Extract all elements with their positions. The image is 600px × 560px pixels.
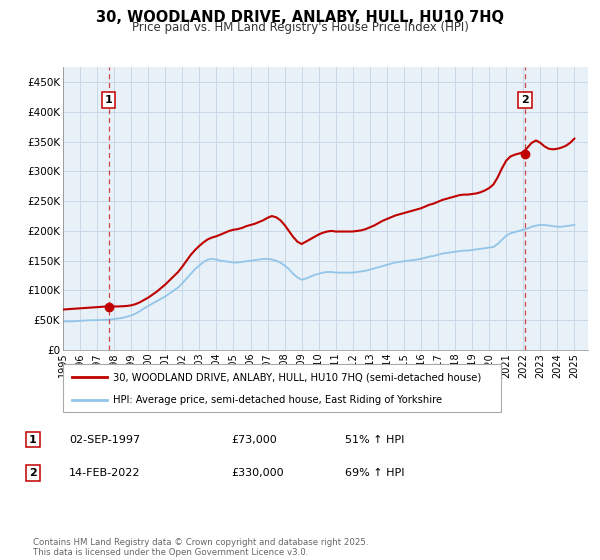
Text: 14-FEB-2022: 14-FEB-2022 xyxy=(69,468,140,478)
Text: 69% ↑ HPI: 69% ↑ HPI xyxy=(345,468,404,478)
Text: Contains HM Land Registry data © Crown copyright and database right 2025.
This d: Contains HM Land Registry data © Crown c… xyxy=(33,538,368,557)
Text: 1: 1 xyxy=(29,435,37,445)
Text: 51% ↑ HPI: 51% ↑ HPI xyxy=(345,435,404,445)
Text: 2: 2 xyxy=(521,95,529,105)
Text: £330,000: £330,000 xyxy=(231,468,284,478)
Text: 1: 1 xyxy=(104,95,112,105)
Text: 30, WOODLAND DRIVE, ANLABY, HULL, HU10 7HQ: 30, WOODLAND DRIVE, ANLABY, HULL, HU10 7… xyxy=(96,10,504,25)
Text: 02-SEP-1997: 02-SEP-1997 xyxy=(69,435,140,445)
FancyBboxPatch shape xyxy=(63,364,501,412)
Text: Price paid vs. HM Land Registry's House Price Index (HPI): Price paid vs. HM Land Registry's House … xyxy=(131,21,469,34)
Text: 2: 2 xyxy=(29,468,37,478)
Text: HPI: Average price, semi-detached house, East Riding of Yorkshire: HPI: Average price, semi-detached house,… xyxy=(113,395,442,405)
Text: 30, WOODLAND DRIVE, ANLABY, HULL, HU10 7HQ (semi-detached house): 30, WOODLAND DRIVE, ANLABY, HULL, HU10 7… xyxy=(113,372,482,382)
Text: £73,000: £73,000 xyxy=(231,435,277,445)
